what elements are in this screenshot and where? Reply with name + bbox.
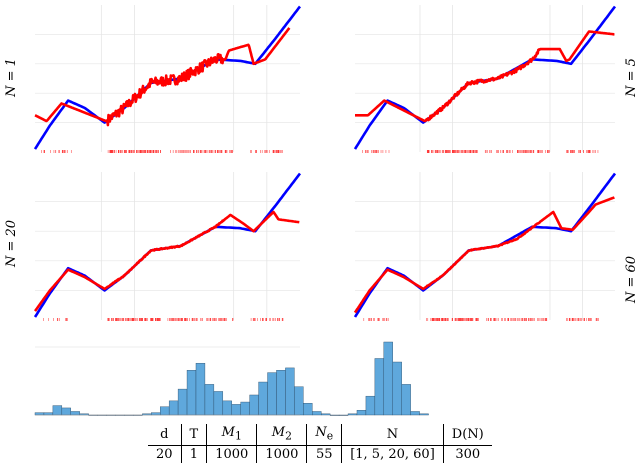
hist-bar bbox=[213, 391, 224, 416]
hist-bar bbox=[186, 370, 197, 416]
hist-bar bbox=[231, 404, 241, 416]
hist-bar bbox=[321, 413, 331, 416]
td-m1: 1000 bbox=[206, 445, 257, 463]
hist-bar bbox=[222, 400, 232, 416]
td-d: 20 bbox=[156, 446, 173, 462]
estimate-line bbox=[34, 27, 291, 127]
hist-bar bbox=[338, 414, 349, 416]
sample-rug bbox=[362, 150, 599, 153]
th-ne: Ne bbox=[306, 424, 342, 446]
td-dn: 300 bbox=[442, 445, 492, 463]
hist-bar bbox=[356, 410, 367, 416]
td-n: [1, 5, 20, 60] bbox=[341, 445, 444, 463]
sample-rug bbox=[41, 150, 283, 153]
hist-bar bbox=[294, 386, 304, 416]
th-dn: D(N) bbox=[442, 424, 492, 446]
hist-bar bbox=[177, 388, 188, 416]
hist-bar bbox=[195, 362, 206, 416]
th-n: N bbox=[341, 424, 444, 446]
panel-1 bbox=[33, 5, 302, 153]
hist-bar bbox=[43, 412, 54, 416]
true-function-line bbox=[353, 172, 617, 318]
parameter-table: d T M1 M2 Ne N D(N) 20 1 1000 1000 55 [1… bbox=[148, 424, 492, 463]
hist-bar bbox=[419, 413, 429, 416]
hist-bar bbox=[276, 370, 286, 416]
panel-4 bbox=[353, 172, 617, 321]
th-m1: M1 bbox=[206, 424, 257, 446]
hist-bar bbox=[383, 341, 393, 416]
hist-bar bbox=[347, 413, 358, 416]
hist-bar bbox=[329, 414, 340, 416]
true-function-line bbox=[33, 172, 302, 318]
hist-bar bbox=[160, 406, 170, 416]
td-ne: 55 bbox=[306, 445, 342, 463]
panel-label-n1: N = 1 bbox=[3, 58, 19, 97]
estimate-line bbox=[353, 196, 616, 314]
td-m2: 1000 bbox=[256, 445, 307, 463]
panel-label-n60: N = 60 bbox=[624, 255, 640, 304]
hist-bar bbox=[70, 411, 80, 416]
hist-bar bbox=[240, 401, 250, 416]
panel-label-n20: N = 20 bbox=[4, 219, 20, 268]
sample-rug bbox=[363, 318, 599, 321]
hist-bar bbox=[52, 405, 63, 416]
th-m2: M2 bbox=[256, 424, 307, 446]
hist-bar bbox=[34, 412, 45, 416]
estimate-line bbox=[33, 210, 301, 312]
th-d: d bbox=[148, 424, 182, 446]
hist-bar bbox=[410, 411, 420, 416]
hist-bar bbox=[401, 384, 411, 416]
hist-bar bbox=[267, 372, 277, 416]
hist-bar bbox=[285, 367, 295, 416]
td-t: 1 bbox=[180, 445, 207, 463]
panel-3 bbox=[33, 172, 302, 321]
hist-bar bbox=[168, 400, 179, 416]
hist-bar bbox=[204, 384, 215, 416]
panel-label-n5: N = 5 bbox=[623, 58, 639, 97]
hist-bar bbox=[258, 381, 268, 416]
sample-rug bbox=[43, 318, 284, 321]
histogram bbox=[34, 341, 429, 416]
hist-bar bbox=[151, 412, 161, 416]
true-function-line bbox=[353, 5, 617, 150]
hist-bar bbox=[374, 358, 385, 416]
panel-2 bbox=[353, 5, 617, 153]
hist-bar bbox=[392, 361, 402, 416]
hist-bar bbox=[249, 394, 259, 416]
hist-bar bbox=[312, 411, 322, 416]
hist-bar bbox=[365, 395, 376, 416]
hist-bar bbox=[61, 407, 71, 416]
th-t: T bbox=[180, 424, 207, 446]
estimate-line bbox=[354, 30, 616, 123]
hist-bar bbox=[303, 403, 313, 416]
